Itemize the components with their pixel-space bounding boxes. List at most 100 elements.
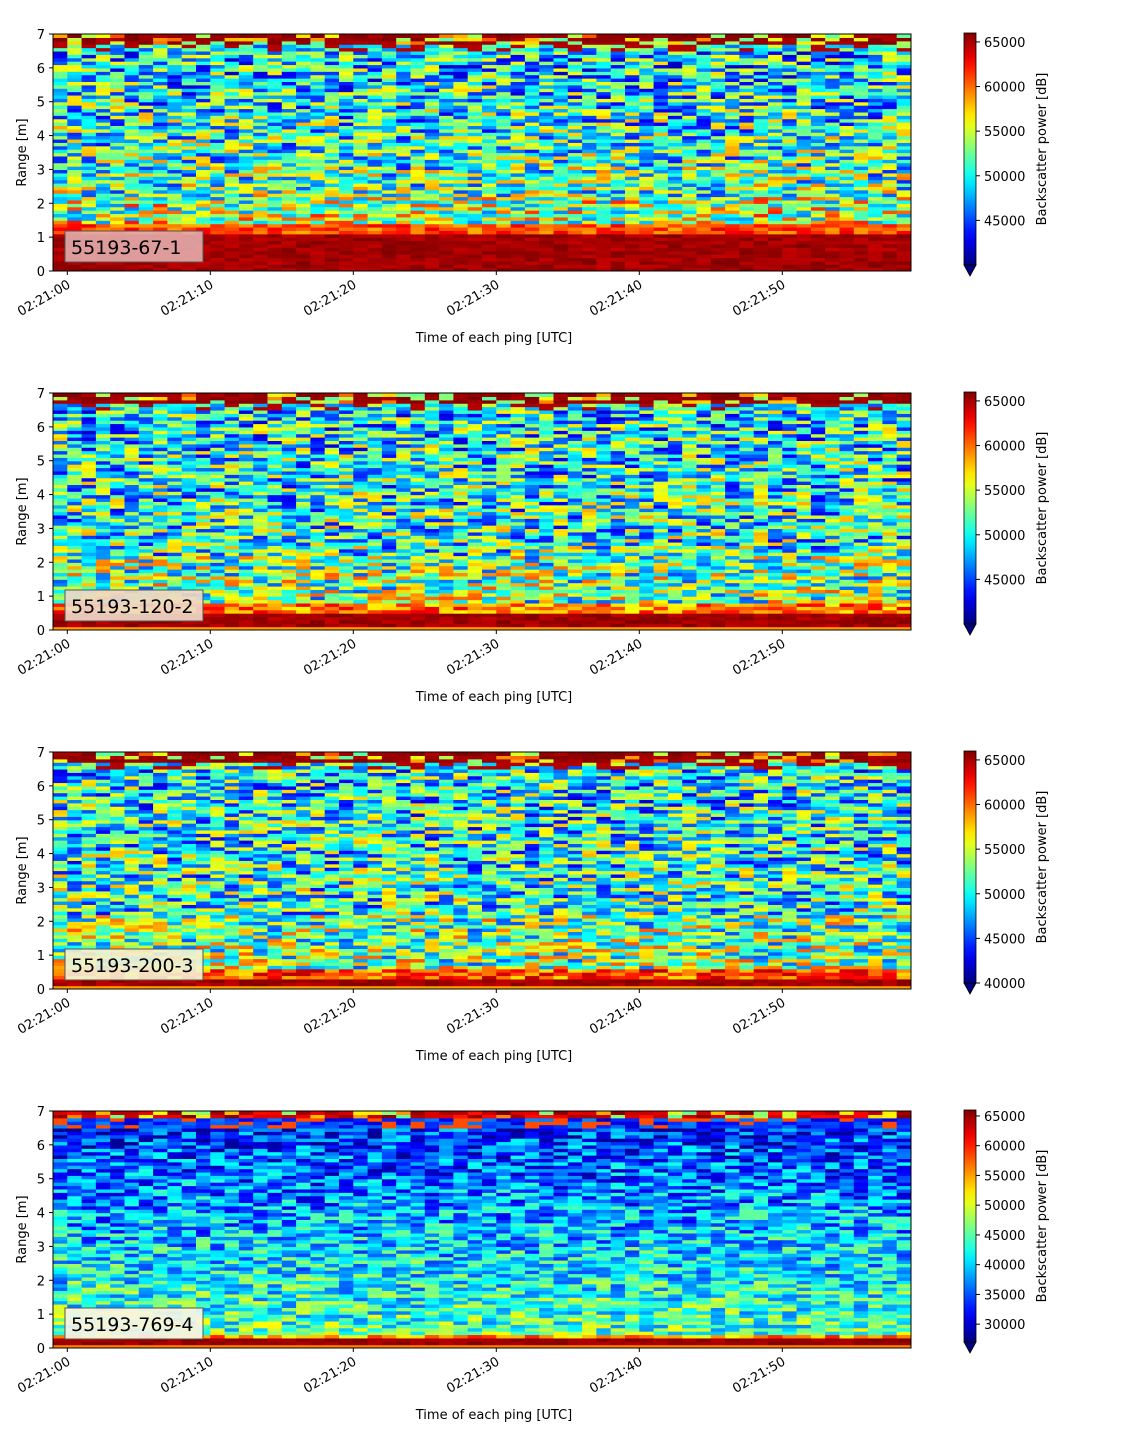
heatmap-cell <box>53 149 68 154</box>
heatmap-cell <box>324 166 340 171</box>
heatmap-cell <box>95 189 111 194</box>
heatmap-cell <box>95 159 111 164</box>
heatmap-cell <box>753 257 769 262</box>
heatmap-cell <box>267 40 283 45</box>
heatmap-cell <box>896 199 911 204</box>
heatmap-cell <box>95 585 111 590</box>
heatmap-cell <box>281 169 297 174</box>
heatmap-cell <box>496 142 512 147</box>
heatmap-cell <box>110 155 126 160</box>
heatmap-cell <box>482 108 497 113</box>
heatmap-cell <box>181 213 197 218</box>
heatmap-cell <box>639 196 655 201</box>
heatmap-cell <box>95 535 111 540</box>
heatmap-cell <box>396 169 412 174</box>
heatmap-cell <box>882 149 898 154</box>
heatmap-cell <box>153 267 168 271</box>
heatmap-cell <box>324 132 340 137</box>
heatmap-cell <box>267 210 283 215</box>
heatmap-cell <box>153 223 168 228</box>
heatmap-cell <box>353 240 369 245</box>
heatmap-cell <box>110 37 126 42</box>
heatmap-cell <box>753 111 769 116</box>
heatmap-cell <box>153 514 168 519</box>
heatmap-cell <box>768 159 783 164</box>
heatmap-cell <box>124 521 140 526</box>
heatmap-cell <box>482 67 497 72</box>
heatmap-cell <box>682 122 698 127</box>
heatmap-cell <box>453 111 469 116</box>
heatmap-cell <box>196 122 211 127</box>
heatmap-cell <box>224 162 240 167</box>
heatmap-cell <box>95 562 111 567</box>
heatmap-cell <box>596 138 612 143</box>
heatmap-cell <box>296 213 311 218</box>
heatmap-cell <box>782 179 798 184</box>
heatmap-cell <box>496 149 512 154</box>
heatmap-cell <box>896 196 911 201</box>
heatmap-cell <box>95 34 111 38</box>
heatmap-cell <box>381 91 397 96</box>
heatmap-cell <box>825 213 841 218</box>
heatmap-cell <box>825 169 841 174</box>
heatmap-cell <box>167 528 183 533</box>
heatmap-cell <box>496 213 512 218</box>
heatmap-cell <box>896 240 911 245</box>
heatmap-cell <box>682 193 698 198</box>
heatmap-cell <box>739 50 755 55</box>
heatmap-cell <box>896 250 911 255</box>
colorbar-frame <box>963 32 977 266</box>
heatmap-cell <box>81 477 97 482</box>
heatmap-cell <box>138 508 154 513</box>
heatmap-cell <box>553 145 569 150</box>
heatmap-cell <box>324 122 340 127</box>
heatmap-cell <box>868 94 883 99</box>
heatmap-cell <box>725 57 740 62</box>
heatmap-cell <box>124 132 140 137</box>
heatmap-cell <box>367 135 383 140</box>
heatmap-cell <box>596 199 612 204</box>
heatmap-cell <box>696 40 712 45</box>
heatmap-cell <box>167 186 183 191</box>
heatmap-cell <box>196 169 211 174</box>
heatmap-cell <box>453 71 469 76</box>
heatmap-cell <box>567 155 583 160</box>
heatmap-cell <box>339 74 354 79</box>
heatmap-cell <box>682 237 698 242</box>
heatmap-cell <box>524 149 540 154</box>
heatmap-cell <box>167 619 183 624</box>
heatmap-cell <box>653 203 669 208</box>
heatmap-cell <box>124 474 140 479</box>
heatmap-cell <box>682 145 698 150</box>
heatmap-cell <box>181 179 197 184</box>
heatmap-cell <box>267 67 283 72</box>
heatmap-cell <box>196 142 211 147</box>
heatmap-cell <box>739 155 755 160</box>
heatmap-cell <box>310 84 326 89</box>
heatmap-cell <box>153 193 168 198</box>
heatmap-cell <box>367 40 383 45</box>
heatmap-cell <box>639 125 655 130</box>
y-tick-label: 3 <box>37 163 45 178</box>
heatmap-cell <box>667 206 683 211</box>
heatmap-cell <box>95 514 111 519</box>
heatmap-cell <box>424 189 440 194</box>
heatmap-cell <box>868 57 883 62</box>
heatmap-cell <box>53 247 68 252</box>
heatmap-cell <box>253 108 269 113</box>
heatmap-cell <box>53 91 68 96</box>
heatmap-cell <box>810 94 826 99</box>
heatmap-cell <box>238 78 254 82</box>
heatmap-cell <box>582 125 597 130</box>
heatmap-cell <box>296 81 311 86</box>
heatmap-cell <box>253 40 269 45</box>
heatmap-cell <box>110 91 126 96</box>
heatmap-cell <box>439 78 454 82</box>
heatmap-cell <box>124 528 140 533</box>
heatmap-cell <box>124 149 140 154</box>
heatmap-cell <box>138 122 154 127</box>
heatmap-cell <box>768 50 783 55</box>
heatmap-cell <box>367 176 383 181</box>
heatmap-cell <box>482 193 497 198</box>
heatmap-cell <box>825 220 841 225</box>
